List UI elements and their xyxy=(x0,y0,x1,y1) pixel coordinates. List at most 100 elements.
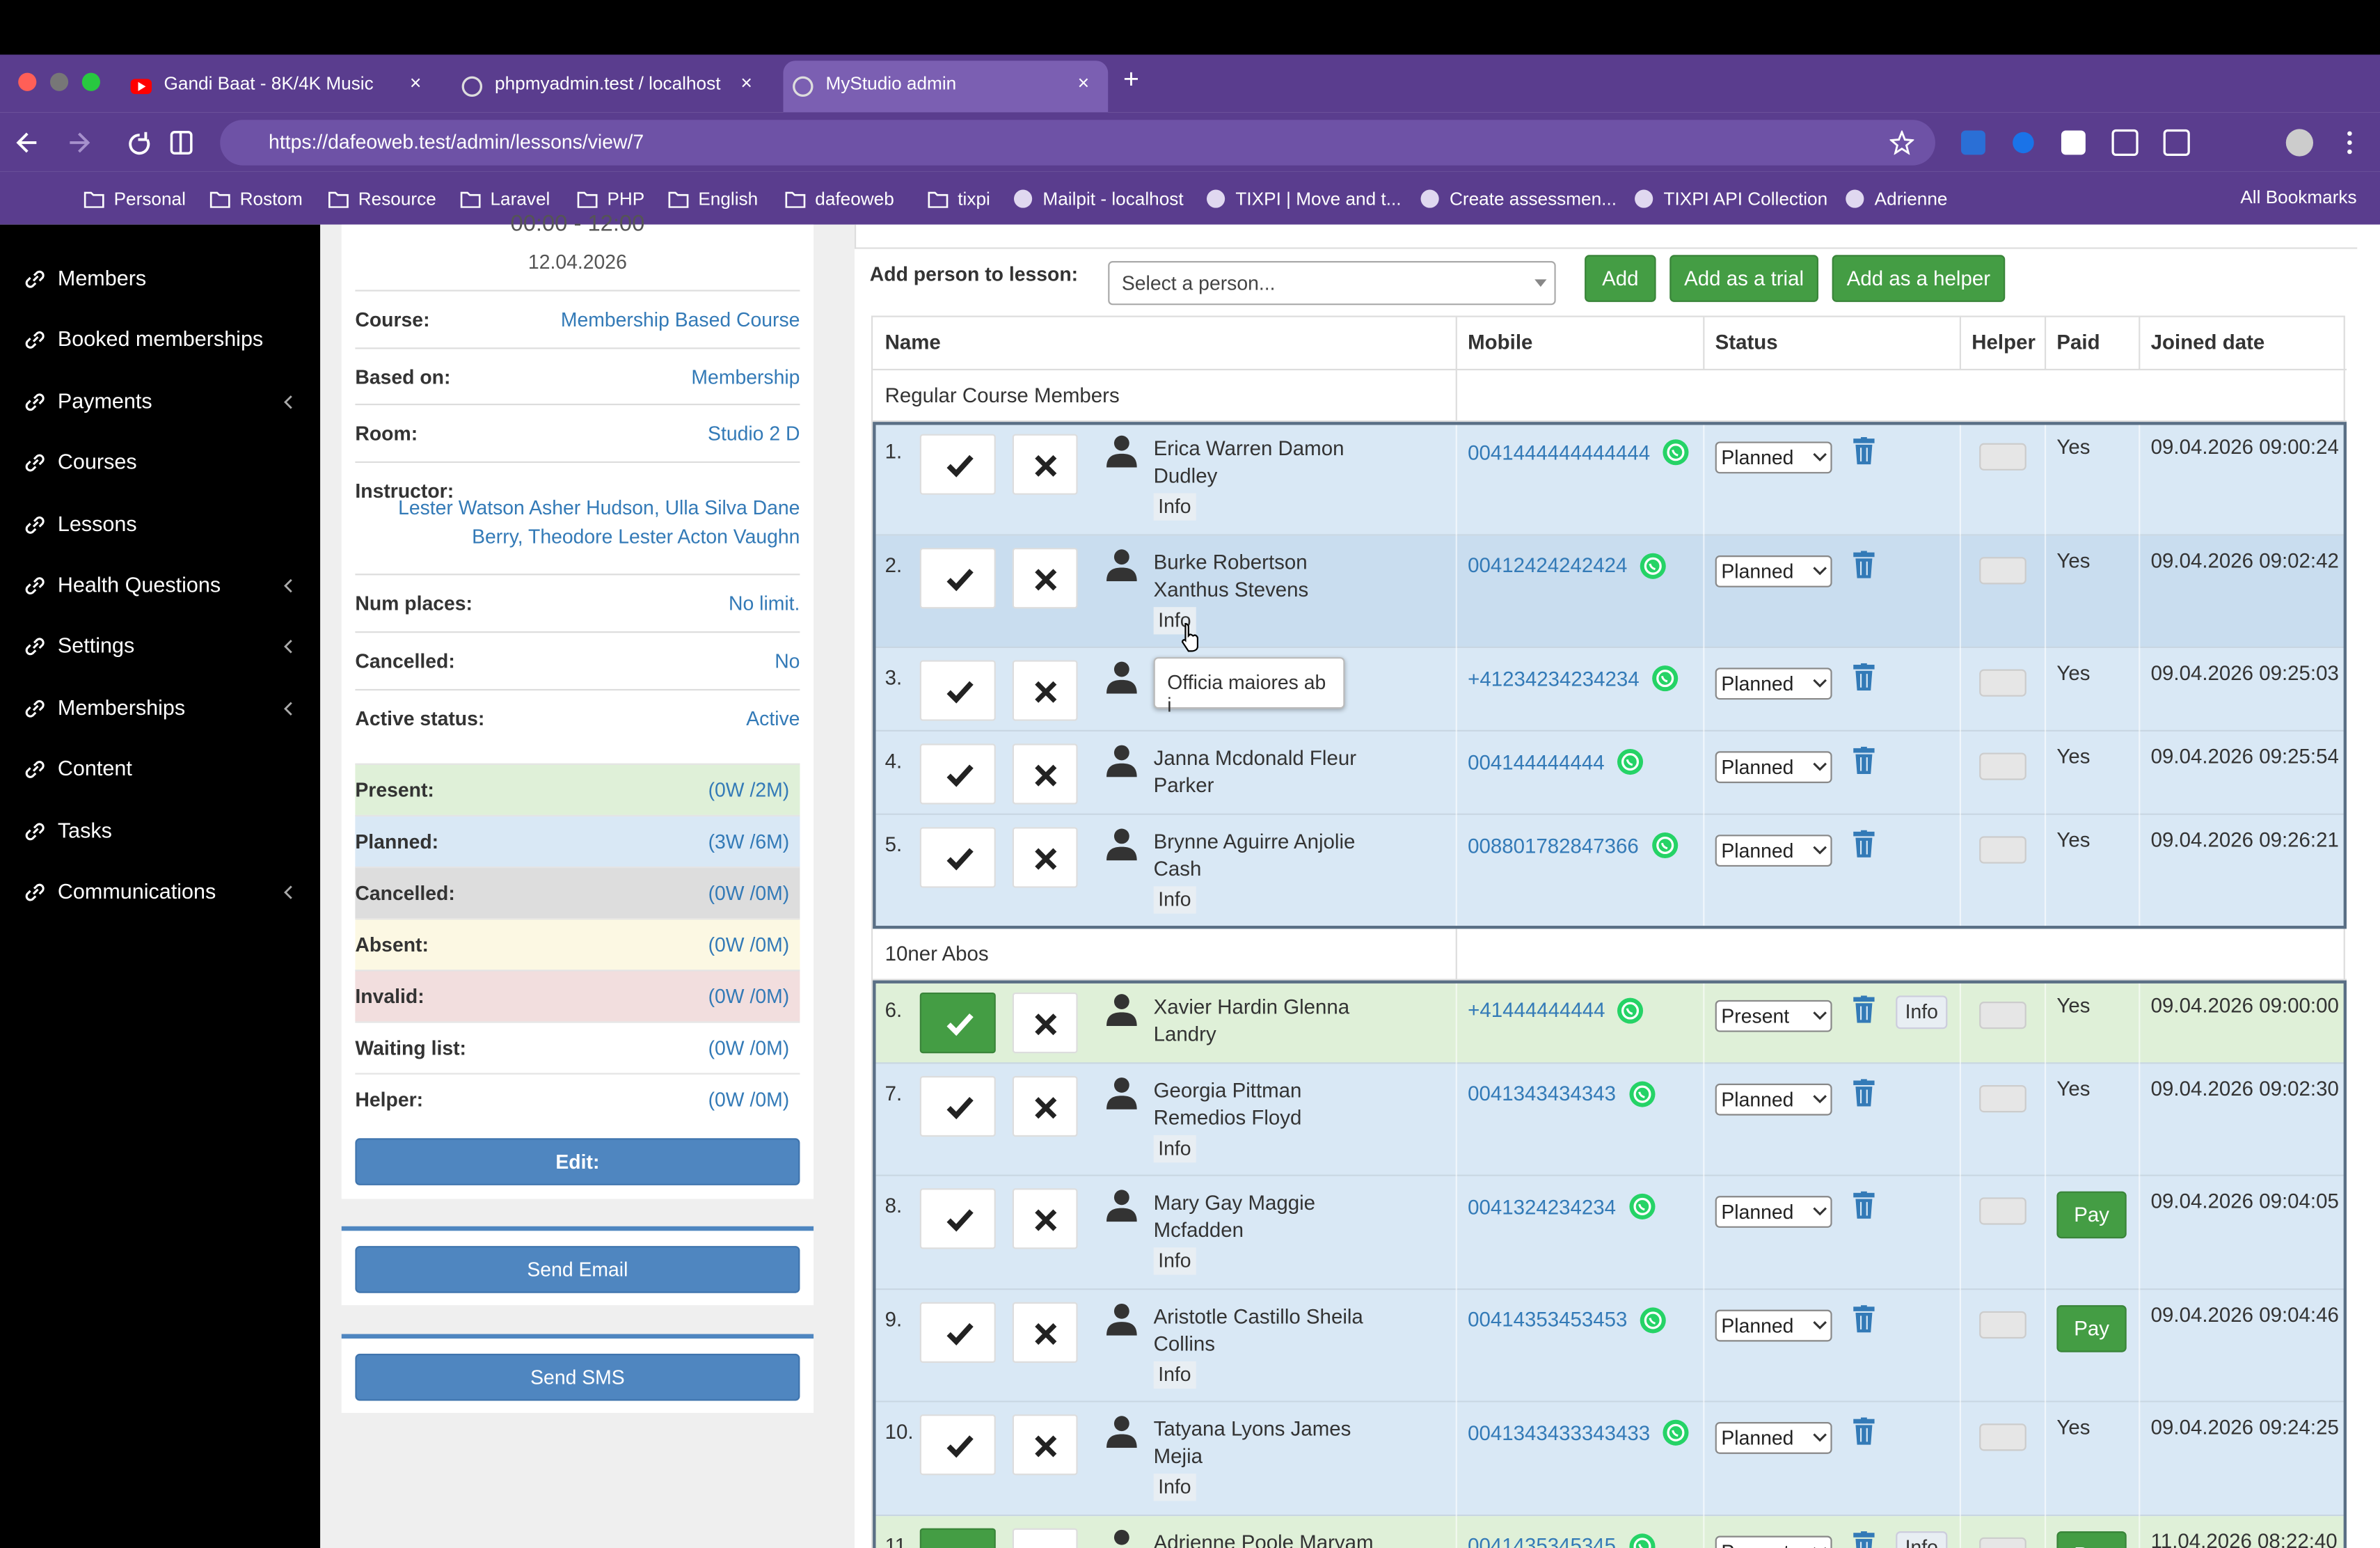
sidebar-item[interactable]: Communications xyxy=(0,877,320,908)
bookmark[interactable]: PHP xyxy=(577,185,644,212)
bookmark[interactable]: Personal xyxy=(84,185,186,212)
pay-button[interactable]: Pay xyxy=(2056,1304,2127,1352)
sidebar-item[interactable]: Content xyxy=(0,755,320,785)
absent-button[interactable] xyxy=(1012,1527,1078,1548)
browser-tab[interactable]: phpmyadmin.test / localhost / × xyxy=(452,61,771,112)
trash-icon[interactable] xyxy=(1853,436,1875,465)
member-name[interactable]: Erica Warren Damon Dudley xyxy=(1153,436,1344,487)
bookmark[interactable]: English xyxy=(668,185,758,212)
bookmark[interactable]: Rostom xyxy=(209,185,303,212)
trash-icon[interactable] xyxy=(1853,1530,1875,1548)
helper-toggle[interactable] xyxy=(1979,443,2026,471)
member-name[interactable]: Brynne Aguirre Anjolie Cash xyxy=(1153,830,1356,880)
bookmark[interactable]: Resource xyxy=(328,185,436,212)
send-email-button[interactable]: Send Email xyxy=(355,1246,800,1293)
member-name[interactable]: Xavier Hardin Glenna Landry xyxy=(1153,995,1350,1045)
present-button[interactable] xyxy=(919,1301,996,1362)
address-bar[interactable]: https://dafeoweb.test/admin/lessons/view… xyxy=(220,120,1935,166)
helper-toggle[interactable] xyxy=(1979,1000,2026,1029)
trash-icon[interactable] xyxy=(1853,830,1875,858)
pay-button[interactable]: Pay xyxy=(2056,1530,2127,1548)
mobile-link[interactable]: +41444444444 xyxy=(1468,998,1605,1022)
add-button[interactable]: Add as a trial xyxy=(1669,255,1818,302)
present-button[interactable] xyxy=(919,743,996,805)
present-button[interactable] xyxy=(919,1414,996,1476)
mobile-link[interactable]: 004144444444 xyxy=(1468,750,1605,773)
status-select[interactable]: Present xyxy=(1715,1535,1832,1548)
helper-toggle[interactable] xyxy=(1979,1536,2026,1548)
member-name[interactable]: Mary Gay Maggie Mcfadden xyxy=(1153,1191,1316,1242)
status-select[interactable]: Planned xyxy=(1715,1196,1832,1228)
sidebar-item[interactable]: Health Questions xyxy=(0,571,320,601)
sidebar-item[interactable]: Settings xyxy=(0,632,320,663)
bookmark[interactable]: Create assessmen... xyxy=(1419,185,1617,212)
trash-icon[interactable] xyxy=(1853,1304,1875,1332)
sidebar-item[interactable]: Courses xyxy=(0,448,320,479)
helper-toggle[interactable] xyxy=(1979,752,2026,780)
status-info-button[interactable]: Info xyxy=(1896,1530,1948,1548)
add-button[interactable]: Add as a helper xyxy=(1832,255,2006,302)
sidebar-item[interactable]: Payments xyxy=(0,387,320,418)
helper-toggle[interactable] xyxy=(1979,1084,2026,1112)
trash-icon[interactable] xyxy=(1853,1078,1875,1106)
pay-button[interactable]: Pay xyxy=(2056,1191,2127,1239)
member-name[interactable]: Aristotle Castillo Sheila Collins xyxy=(1153,1304,1363,1354)
mobile-link[interactable]: 0041343433343433 xyxy=(1468,1421,1651,1444)
sidebar-item[interactable]: Booked memberships xyxy=(0,325,320,356)
present-button[interactable] xyxy=(919,827,996,888)
bookmark[interactable]: Adrienne xyxy=(1844,185,1947,212)
member-name[interactable]: Georgia Pittman Remedios Floyd xyxy=(1153,1078,1302,1129)
status-select[interactable]: Planned xyxy=(1715,554,1832,587)
sidebar-item[interactable]: Lessons xyxy=(0,510,320,540)
sidebar-item[interactable]: Memberships xyxy=(0,693,320,724)
new-tab[interactable]: + xyxy=(1123,63,1139,95)
trash-icon[interactable] xyxy=(1853,663,1875,691)
mobile-link[interactable]: 00414353453453 xyxy=(1468,1308,1628,1332)
absent-button[interactable] xyxy=(1012,1301,1078,1362)
trash-icon[interactable] xyxy=(1853,550,1875,578)
absent-button[interactable] xyxy=(1012,434,1078,495)
member-name[interactable]: Adrienne Poole Maryam xyxy=(1153,1530,1374,1548)
status-info-button[interactable]: Info xyxy=(1896,995,1948,1029)
bookmark[interactable]: tixpi xyxy=(928,185,990,212)
helper-toggle[interactable] xyxy=(1979,836,2026,864)
mobile-link[interactable]: 0041435345345 xyxy=(1468,1534,1617,1548)
present-button[interactable] xyxy=(919,1075,996,1137)
status-select[interactable]: Planned xyxy=(1715,441,1832,474)
info-tag[interactable]: Info xyxy=(1153,1134,1196,1162)
present-button[interactable] xyxy=(919,991,996,1053)
mobile-link[interactable]: 008801782847366 xyxy=(1468,834,1639,857)
info-tag[interactable]: Info xyxy=(1153,1360,1196,1388)
present-button[interactable] xyxy=(919,660,996,721)
present-button[interactable] xyxy=(919,1527,996,1548)
member-name[interactable]: Janna Mcdonald Fleur Parker xyxy=(1153,746,1357,797)
absent-button[interactable] xyxy=(1012,1414,1078,1476)
browser-tab[interactable]: MyStudio admin × xyxy=(783,61,1109,113)
sidebar-item[interactable]: Members xyxy=(0,264,320,294)
bookmark[interactable]: Laravel xyxy=(460,185,550,212)
status-select[interactable]: Planned xyxy=(1715,1082,1832,1115)
mobile-link[interactable]: 0041444444444444 xyxy=(1468,441,1651,464)
status-select[interactable]: Present xyxy=(1715,999,1832,1032)
absent-button[interactable] xyxy=(1012,991,1078,1053)
member-name[interactable]: Tatyana Lyons James Mejia xyxy=(1153,1417,1351,1468)
present-button[interactable] xyxy=(919,547,996,608)
mobile-link[interactable]: 0041324234234 xyxy=(1468,1195,1617,1218)
send-sms-button[interactable]: Send SMS xyxy=(355,1353,800,1401)
absent-button[interactable] xyxy=(1012,1075,1078,1137)
mobile-link[interactable]: 00412424242424 xyxy=(1468,553,1628,577)
info-tag[interactable]: Info xyxy=(1153,886,1196,914)
member-name[interactable]: Burke Robertson Xanthus Stevens xyxy=(1153,550,1309,601)
bookmark[interactable]: Mailpit - localhost xyxy=(1013,185,1184,212)
sidebar-item[interactable]: Tasks xyxy=(0,816,320,846)
status-select[interactable]: Planned xyxy=(1715,668,1832,700)
trash-icon[interactable] xyxy=(1853,1417,1875,1445)
present-button[interactable] xyxy=(919,1188,996,1249)
mobile-link[interactable]: 0041343434343 xyxy=(1468,1082,1617,1105)
bookmark[interactable]: TIXPI API Collection xyxy=(1633,185,1827,212)
absent-button[interactable] xyxy=(1012,660,1078,721)
status-select[interactable]: Planned xyxy=(1715,751,1832,784)
trash-icon[interactable] xyxy=(1853,746,1875,774)
all-bookmarks[interactable]: All Bookmarks xyxy=(2240,187,2357,208)
absent-button[interactable] xyxy=(1012,827,1078,888)
